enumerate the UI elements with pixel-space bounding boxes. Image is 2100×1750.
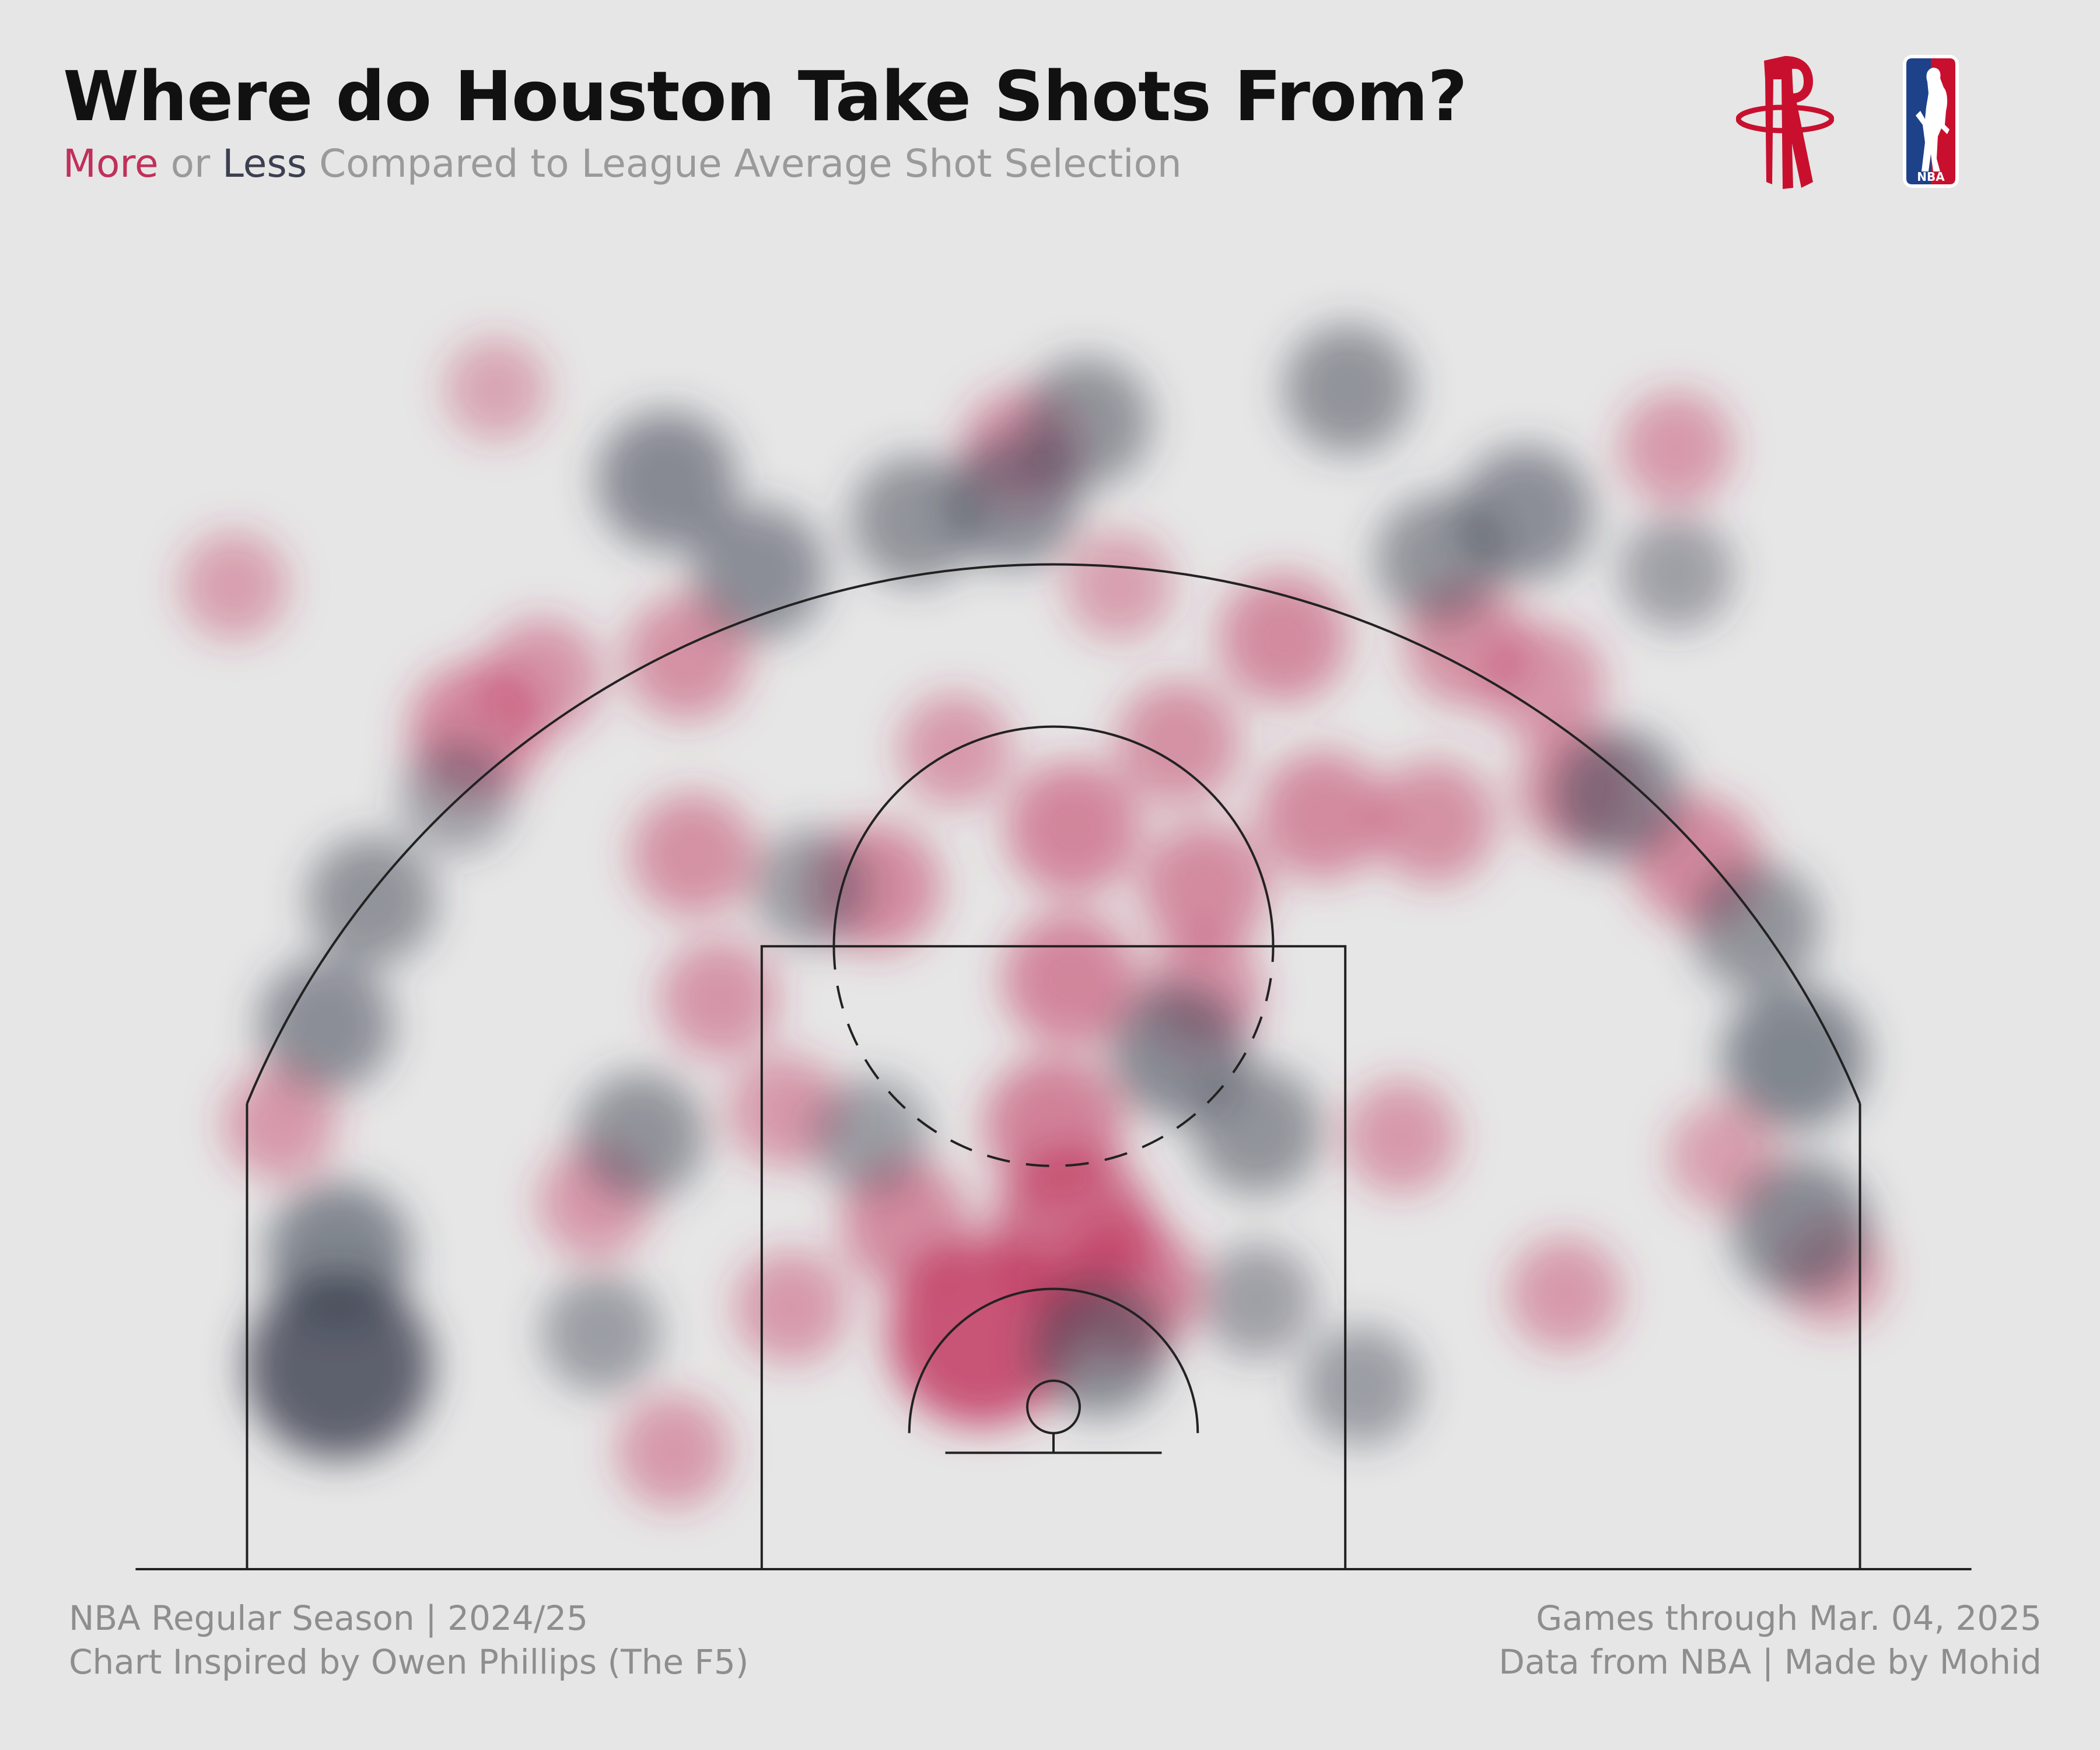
heat-less-blob-38 bbox=[245, 1272, 432, 1460]
heat-less-blob-42 bbox=[1731, 1158, 1871, 1298]
subtitle-rest-text: Compared to League Average Shot Selectio… bbox=[307, 141, 1182, 186]
heat-less-blob-44 bbox=[1690, 862, 1820, 991]
heat-more-blob-7 bbox=[1140, 822, 1269, 952]
heat-less-blob-39 bbox=[266, 1182, 411, 1327]
heat-more-blob-20 bbox=[631, 792, 755, 916]
heat-less-blob-47 bbox=[1192, 1065, 1321, 1195]
heat-more-blob-23 bbox=[624, 596, 748, 720]
heat-less-blob-64 bbox=[1619, 516, 1733, 629]
heat-more-blob-36 bbox=[444, 337, 548, 440]
heat-less-blob-59 bbox=[751, 828, 870, 947]
heat-more-blob-26 bbox=[734, 1250, 848, 1364]
heat-more-blob-35 bbox=[180, 531, 288, 640]
heat-more-blob-28 bbox=[1344, 1080, 1458, 1194]
heat-less-blob-57 bbox=[1458, 446, 1593, 581]
heat-more-blob-12 bbox=[1371, 760, 1496, 884]
heat-less-blob-53 bbox=[851, 456, 981, 585]
court-lines bbox=[135, 563, 1972, 1570]
restricted-area-arc bbox=[908, 1287, 1199, 1433]
chart-subtitle: More or Less Compared to League Average … bbox=[63, 141, 1182, 186]
heat-less-blob-62 bbox=[541, 1273, 660, 1392]
heat-less-blob-41 bbox=[307, 836, 436, 965]
heat-less-blob-61 bbox=[1200, 1244, 1314, 1357]
heat-more-blob-17 bbox=[1486, 625, 1605, 744]
footer-credit: Chart Inspired by Owen Phillips (The F5) bbox=[69, 1642, 749, 1682]
heat-less-blob-55 bbox=[1021, 357, 1151, 487]
heat-more-blob-27 bbox=[617, 1394, 730, 1508]
heat-less-blob-50 bbox=[810, 1077, 929, 1196]
paint-lane bbox=[760, 945, 1347, 1570]
heat-less-blob-45 bbox=[1550, 728, 1685, 863]
subtitle-or-text: or bbox=[158, 141, 223, 186]
chart-title: Where do Houston Take Shots From? bbox=[63, 56, 1468, 136]
heat-less-blob-49 bbox=[576, 1072, 705, 1201]
three-point-arc bbox=[246, 563, 1861, 1104]
heat-less-blob-52 bbox=[691, 505, 826, 640]
heat-less-blob-40 bbox=[258, 958, 393, 1093]
heat-less-blob-48 bbox=[1030, 1276, 1170, 1416]
heat-more-blob-25 bbox=[1619, 391, 1733, 505]
heat-more-blob-10 bbox=[1116, 681, 1240, 805]
subtitle-less-label: Less bbox=[222, 141, 307, 186]
heat-less-blob-60 bbox=[1302, 1326, 1421, 1445]
footer-games-through: Games through Mar. 04, 2025 bbox=[1536, 1598, 2042, 1638]
free-throw-circle-top bbox=[832, 725, 1275, 947]
heat-more-blob-4 bbox=[984, 1056, 1124, 1196]
heat-more-blob-37 bbox=[1065, 531, 1173, 640]
heat-less-blob-58 bbox=[1284, 324, 1413, 454]
footer-source: Data from NBA | Made by Mohid bbox=[1499, 1642, 2042, 1682]
heat-more-blob-6 bbox=[1006, 761, 1140, 895]
heat-more-blob-11 bbox=[1258, 750, 1387, 880]
rockets-logo-icon bbox=[1736, 56, 1834, 189]
heat-less-blob-43 bbox=[1722, 985, 1867, 1130]
nba-logo-icon: NBA bbox=[1903, 55, 1959, 188]
heat-less-blob-63 bbox=[400, 738, 514, 852]
heat-more-blob-21 bbox=[660, 939, 779, 1058]
heat-less-blob-51 bbox=[597, 411, 737, 551]
nba-logo-text: NBA bbox=[1917, 170, 1945, 184]
heat-more-blob-29 bbox=[1508, 1237, 1622, 1350]
heatmap-layer bbox=[180, 324, 1888, 1508]
heat-more-blob-16 bbox=[1218, 573, 1348, 703]
shot-chart bbox=[135, 324, 1972, 1570]
heat-more-blob-19 bbox=[482, 618, 601, 737]
subtitle-more-label: More bbox=[63, 141, 159, 186]
footer-season: NBA Regular Season | 2024/25 bbox=[69, 1598, 589, 1638]
